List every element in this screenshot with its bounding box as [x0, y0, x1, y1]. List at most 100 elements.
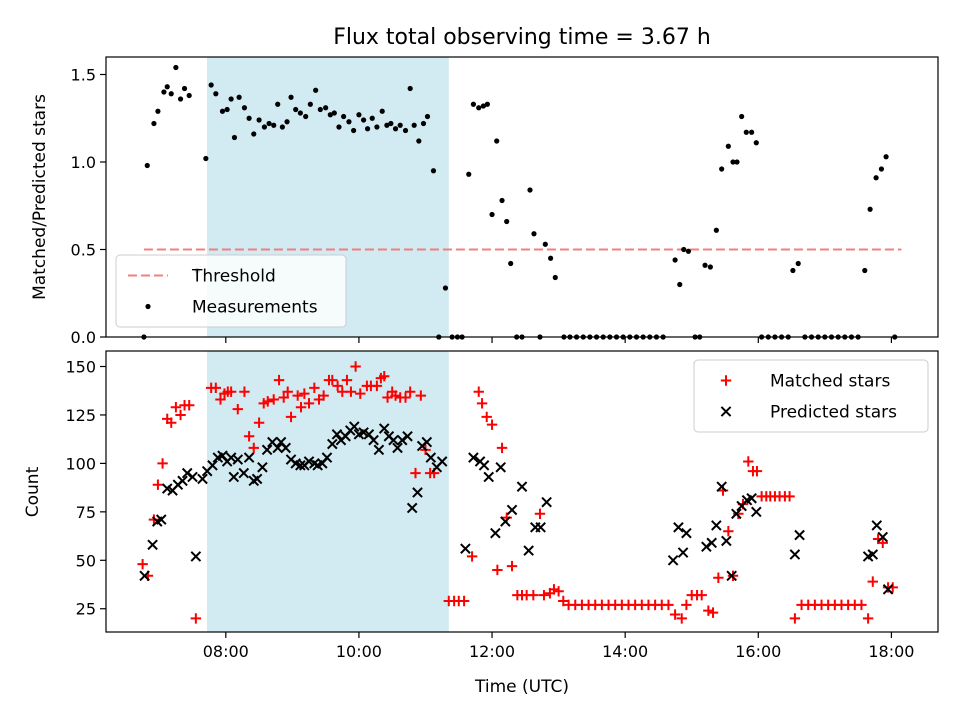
plus-point — [309, 382, 320, 394]
dot-point — [297, 110, 303, 116]
x-point — [535, 522, 546, 533]
dot-point — [144, 162, 150, 169]
dot-point — [484, 101, 490, 107]
plus-point — [355, 388, 366, 399]
plus-point — [496, 442, 508, 454]
plus-point — [262, 396, 273, 407]
dot-point — [275, 101, 281, 107]
plus-point — [350, 361, 361, 372]
dot-point — [494, 138, 500, 144]
x-point — [243, 452, 255, 463]
x-point — [436, 456, 448, 467]
dot-point — [351, 127, 357, 134]
dot-point — [303, 113, 309, 120]
x-point — [378, 423, 390, 434]
x-tick-label: 18:00 — [868, 642, 914, 661]
x-point — [181, 467, 193, 479]
plus-point — [877, 537, 888, 549]
data-layer — [137, 361, 898, 624]
dot-point — [883, 154, 889, 160]
y-tick-label: 25 — [76, 600, 96, 619]
x-point — [877, 531, 889, 543]
plus-point — [713, 572, 724, 583]
x-point — [326, 438, 338, 450]
x-point — [402, 430, 413, 442]
plus-point — [170, 402, 182, 413]
dot-point — [424, 113, 431, 120]
dot-point — [374, 124, 380, 130]
x-point — [392, 442, 403, 454]
plus-point — [681, 599, 692, 611]
dot-point — [734, 159, 740, 165]
x-point — [396, 434, 408, 446]
plus-point — [268, 394, 279, 405]
dot-point — [476, 105, 482, 111]
x-point — [225, 452, 237, 463]
dot-point — [219, 108, 226, 114]
dot-point — [725, 143, 731, 149]
x-point — [478, 460, 490, 471]
plus-point — [239, 386, 250, 397]
plus-point — [190, 613, 202, 624]
dot-point — [552, 274, 558, 281]
panel-1: 25 50 75 100 125 150 08:00 10:00 12:00 14:00 16:00… — [65, 350, 939, 661]
plus-point — [157, 458, 168, 469]
plus-point — [506, 560, 518, 572]
dot-point — [313, 87, 319, 93]
dot-point — [392, 126, 399, 132]
x-point — [421, 436, 433, 448]
plus-point — [282, 386, 293, 397]
dot-point — [317, 106, 323, 113]
x-tick-label: 10:00 — [336, 642, 382, 661]
dot-point — [161, 89, 167, 95]
x-point — [207, 460, 218, 471]
x-point — [257, 461, 268, 473]
legend-0: Threshold Measurements — [115, 254, 347, 328]
plus-point — [676, 613, 687, 624]
plus-point — [466, 551, 478, 562]
panels-layer: 0.0 0.5 1.0 1.5 Threshold Measurements 25 50 75 1… — [65, 56, 939, 661]
dot-point — [251, 131, 257, 137]
dot-point — [795, 260, 801, 267]
dot-point — [364, 126, 371, 132]
plus-point — [476, 398, 488, 409]
dot-point — [360, 117, 367, 123]
x-point — [746, 492, 757, 504]
x-point — [541, 496, 552, 508]
x-point — [716, 481, 727, 492]
plus-point — [856, 599, 867, 611]
dot-point — [681, 246, 687, 253]
dot-point — [411, 122, 417, 128]
dot-point — [878, 166, 885, 172]
dot-point — [356, 112, 362, 118]
x-point — [789, 549, 801, 560]
plus-point — [299, 388, 310, 399]
x-point — [177, 475, 188, 487]
x-point — [750, 506, 762, 518]
x-point — [483, 471, 495, 483]
dot-point — [508, 260, 514, 267]
dot-point — [416, 138, 422, 144]
plus-point — [379, 370, 390, 382]
x-point — [280, 442, 292, 454]
plus-point — [404, 386, 416, 397]
plus-point — [789, 613, 801, 624]
dot-point — [504, 218, 510, 225]
plus-point — [784, 491, 795, 502]
plus-point — [382, 392, 393, 403]
x-point — [500, 516, 511, 527]
plus-point — [248, 442, 259, 454]
dot-point — [246, 115, 252, 121]
top-y-axis-label: Matched/Predicted stars — [30, 94, 50, 300]
plus-point — [400, 392, 411, 403]
legend-box — [693, 359, 929, 433]
dot-point — [224, 106, 230, 113]
x-point — [506, 504, 518, 516]
plus-point — [318, 390, 329, 401]
dot-point — [164, 84, 170, 90]
plus-point — [538, 589, 550, 601]
x-point — [238, 467, 250, 479]
x-point — [232, 454, 244, 465]
plus-point — [743, 456, 754, 467]
plus-point — [481, 411, 492, 423]
